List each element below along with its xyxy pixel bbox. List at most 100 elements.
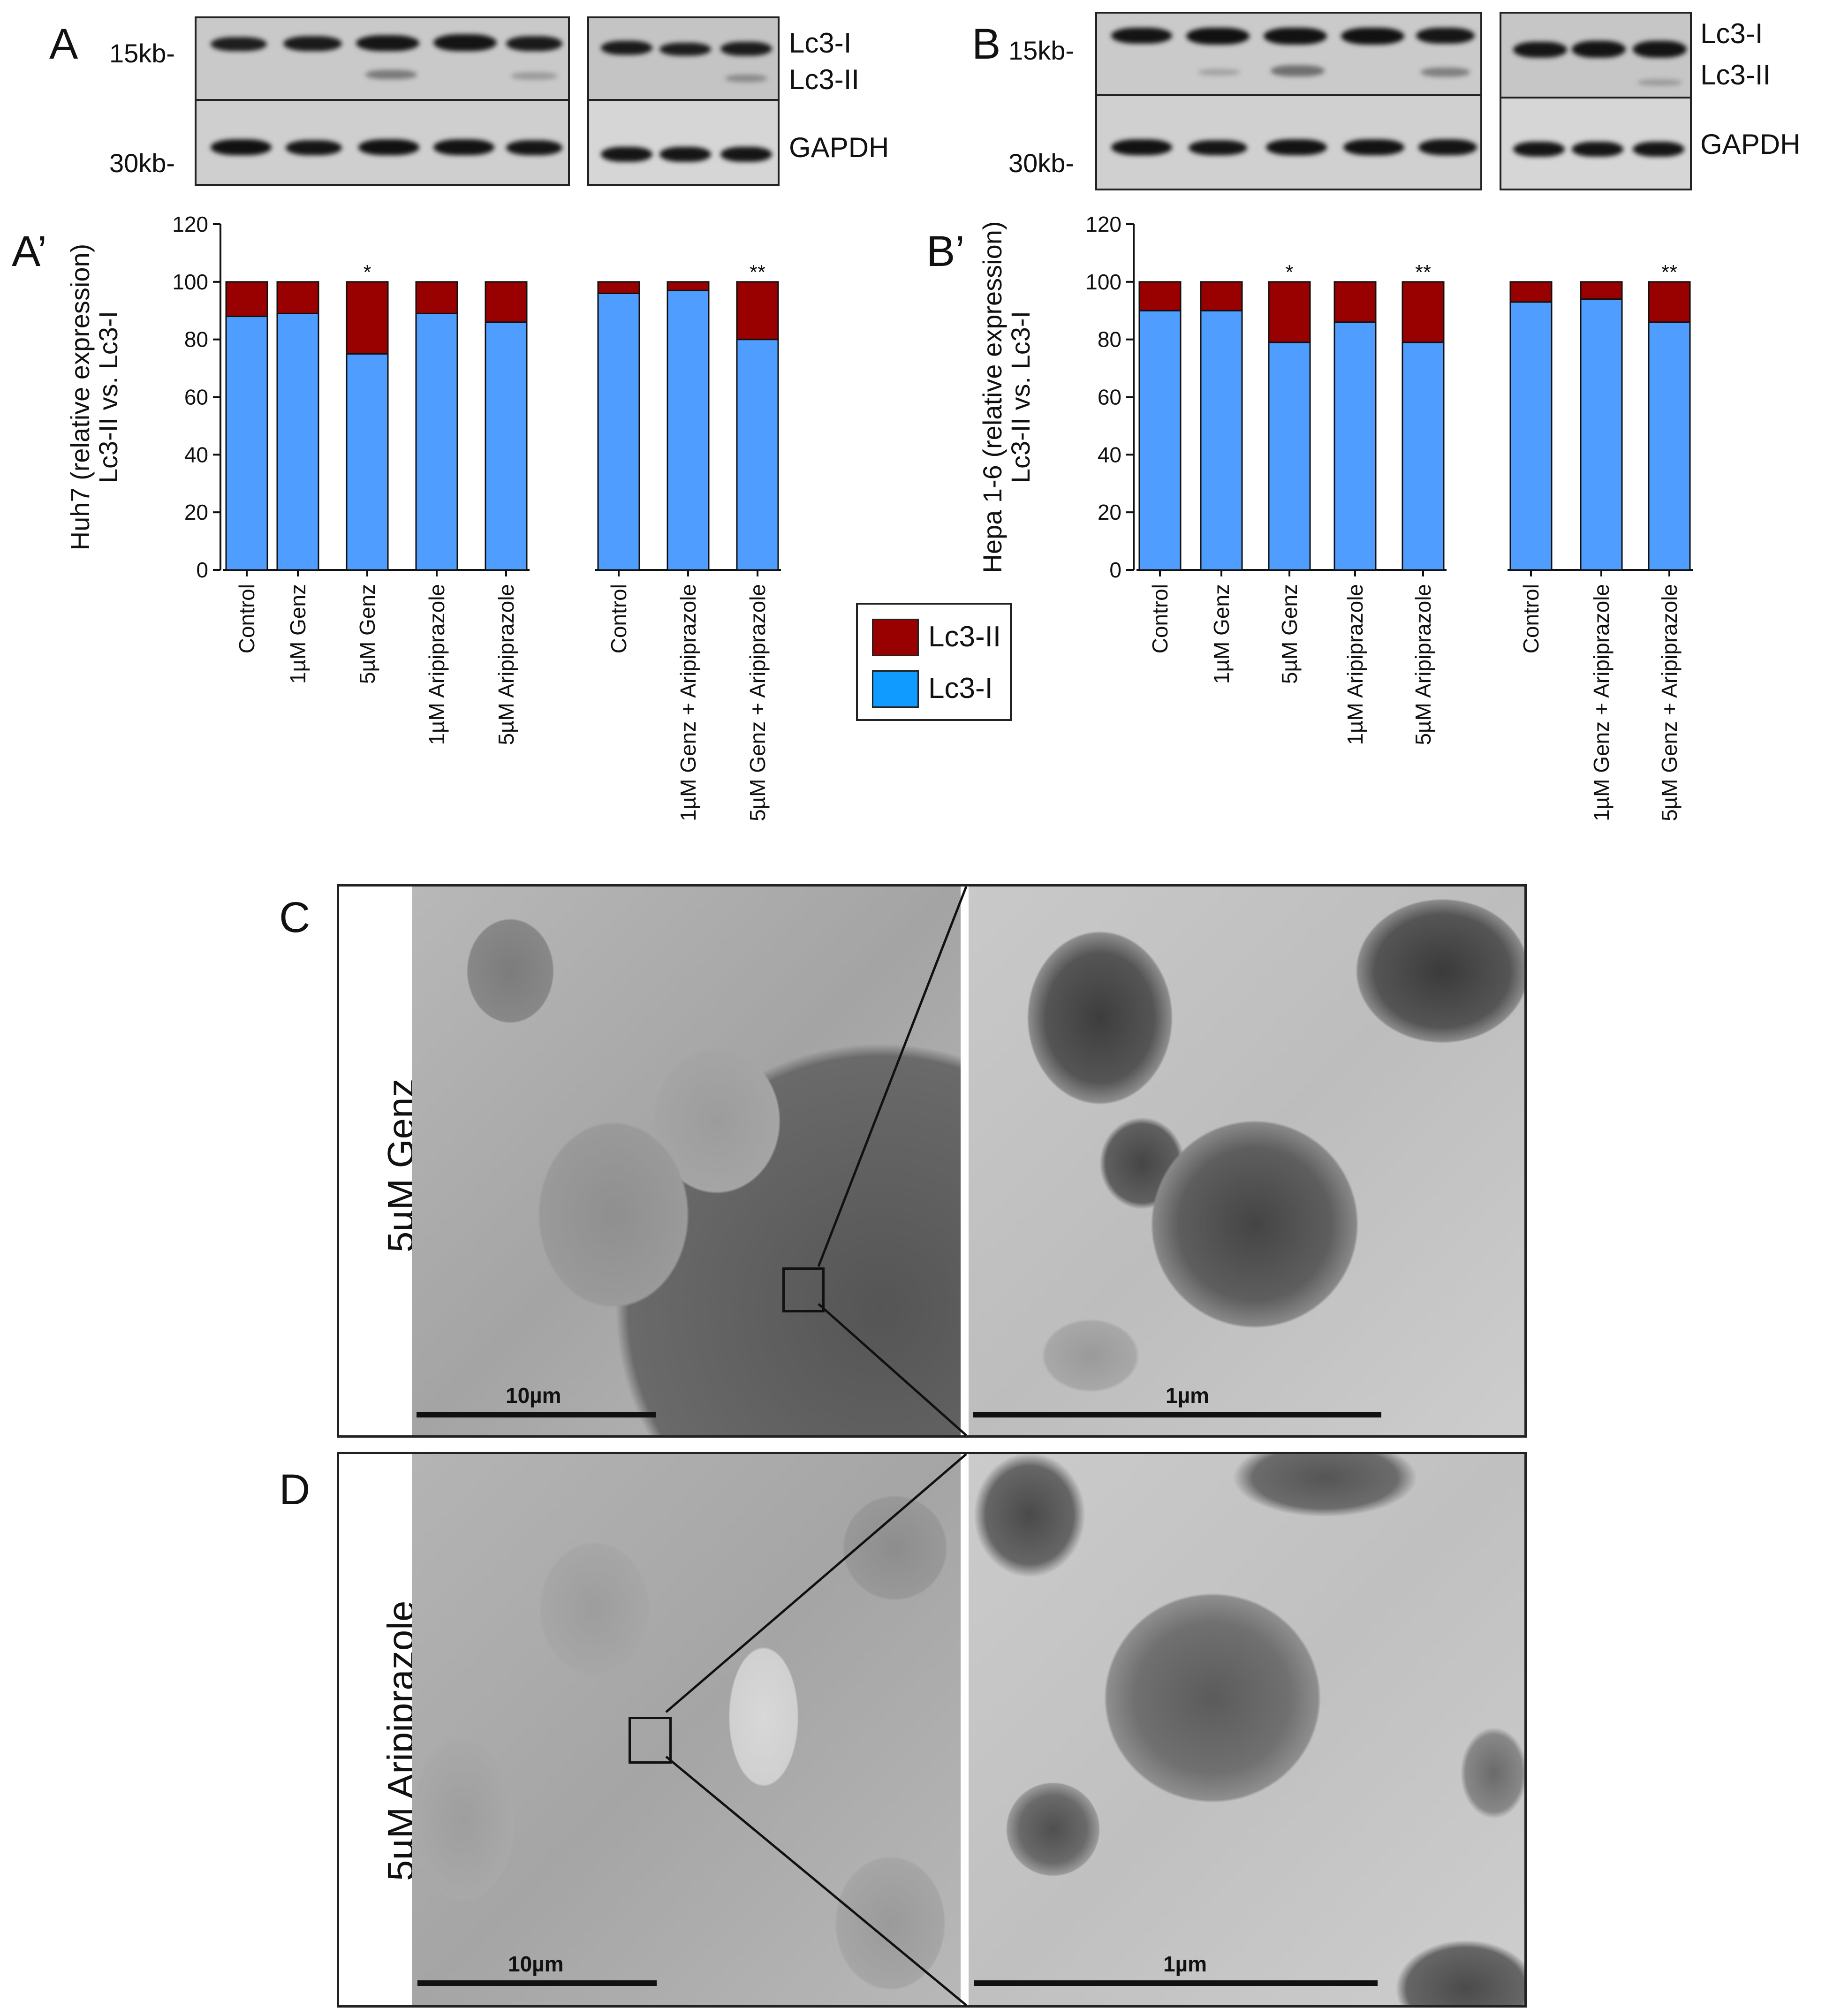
bar-lc3i <box>1509 301 1553 571</box>
band-lc3ii <box>511 72 558 80</box>
x-category-label: Control <box>1519 584 1543 653</box>
band-gapdh <box>358 139 419 155</box>
x-category-label: 5µM Genz <box>355 584 379 684</box>
zoom-line-c-bottom <box>818 1303 967 1436</box>
x-category-label: 5µM Genz + Aripiprazole <box>1657 584 1682 821</box>
protein-label-gapdh-a: GAPDH <box>789 132 889 163</box>
bar-lc3ii <box>1648 281 1691 323</box>
y-tick-label: 60 <box>184 385 208 409</box>
em-image-c-low-mag: 10µm <box>412 887 961 1435</box>
band-lc3i <box>1264 28 1327 45</box>
bar-lc3ii <box>1138 281 1182 311</box>
mw-marker-15kb-a: 15kb- <box>109 38 175 68</box>
x-category-label: 5µM Aripiprazole <box>1411 584 1435 745</box>
panel-label-c: C <box>279 894 311 941</box>
x-category-label: 1µM Genz + Aripiprazole <box>1589 584 1614 821</box>
significance-marker: * <box>1285 261 1293 284</box>
mw-marker-30kb-a: 30kb- <box>109 148 175 178</box>
blot-gapdh-b-right <box>1500 97 1692 190</box>
band-gapdh <box>1418 139 1477 155</box>
em-image-d-low-mag: 10µm <box>412 1454 961 2005</box>
y-axis-title: Lc3-II vs. Lc3-I <box>1006 311 1035 483</box>
band-gapdh <box>601 147 652 162</box>
protein-label-lc3ii-b: Lc3-II <box>1700 59 1771 91</box>
em-panel-c: 5µM Genz 10µm 1µm <box>337 884 1527 1438</box>
x-category-label: 5µM Genz <box>1277 584 1302 684</box>
em-image-c-high-mag: 1µm <box>969 887 1524 1435</box>
protein-label-lc3i-b: Lc3-I <box>1700 18 1763 49</box>
bar-lc3ii <box>1268 281 1311 343</box>
y-axis-title: Lc3-II vs. Lc3-I <box>93 311 123 483</box>
band-gapdh <box>1633 142 1684 157</box>
y-tick-label: 40 <box>184 442 208 467</box>
band-lc3ii <box>725 75 767 82</box>
band-gapdh <box>506 140 562 155</box>
significance-marker: ** <box>1661 261 1677 284</box>
band-lc3ii <box>1198 69 1240 76</box>
panel-label-a-prime: A’ <box>12 227 47 275</box>
bar-lc3ii <box>1200 281 1243 311</box>
y-tick-label: 120 <box>172 212 208 236</box>
band-lc3i <box>506 36 562 51</box>
zoom-box-c <box>782 1267 825 1312</box>
x-category-label: 1µM Aripiprazole <box>1343 584 1367 745</box>
bar-lc3i <box>276 312 319 571</box>
band-gapdh <box>1111 139 1172 155</box>
blot-lc3-b-left <box>1095 12 1482 96</box>
band-gapdh <box>211 139 272 155</box>
scale-label-10um-d: 10µm <box>508 1952 564 1976</box>
x-category-label: 1µM Genz <box>286 584 310 684</box>
x-category-label: Control <box>235 584 259 653</box>
bar-lc3ii <box>1509 281 1553 303</box>
divider-c <box>963 887 967 1435</box>
bar-lc3i <box>1648 321 1691 571</box>
legend-label-lc3ii: Lc3-II <box>928 621 1001 653</box>
legend-swatch-lc3i <box>872 670 919 708</box>
y-tick-label: 100 <box>172 270 208 294</box>
scale-label-1um-d: 1µm <box>1163 1952 1207 1976</box>
bar-lc3ii <box>1334 281 1377 323</box>
band-lc3i <box>356 35 419 51</box>
y-tick-label: 0 <box>1109 558 1121 582</box>
em-image-d-high-mag: 1µm <box>969 1454 1524 2005</box>
band-gapdh <box>1572 142 1623 157</box>
y-tick-label: 60 <box>1098 385 1121 409</box>
bar-lc3ii <box>225 281 268 318</box>
band-gapdh <box>286 140 342 155</box>
bar-lc3ii <box>1402 281 1445 343</box>
scale-bar-10um-d <box>417 1980 657 1986</box>
scale-bar-10um-c <box>417 1412 656 1417</box>
bar-lc3i <box>736 339 779 571</box>
band-lc3ii <box>1271 65 1325 76</box>
band-lc3i <box>1513 42 1567 58</box>
em-panel-d: 5µM Aripiprazole 10µm 1µm <box>337 1452 1527 2008</box>
panel-label-b: B <box>972 20 1001 68</box>
band-lc3i <box>1111 28 1172 44</box>
significance-marker: * <box>363 261 371 284</box>
y-tick-label: 80 <box>184 327 208 352</box>
mw-marker-30kb-b: 30kb- <box>1008 148 1075 178</box>
bar-lc3i <box>346 353 389 571</box>
y-tick-label: 20 <box>184 500 208 524</box>
band-gapdh <box>433 139 494 155</box>
band-gapdh <box>1266 139 1327 155</box>
band-lc3i <box>1633 41 1687 58</box>
blot-gapdh-a-left <box>195 99 570 186</box>
protein-label-gapdh-b: GAPDH <box>1700 129 1801 160</box>
blot-gapdh-b-left <box>1095 94 1482 190</box>
protein-label-lc3ii-a: Lc3-II <box>789 64 860 95</box>
legend-label-lc3i: Lc3-I <box>928 672 993 705</box>
divider-d <box>963 1454 967 2005</box>
bar-lc3i <box>1580 298 1623 571</box>
bar-lc3ii <box>346 281 389 355</box>
y-axis-title: Huh7 (relative expression) <box>65 244 95 551</box>
mw-marker-15kb-b: 15kb- <box>1008 36 1075 65</box>
band-lc3i <box>659 43 711 56</box>
band-gapdh <box>720 147 772 162</box>
bar-lc3ii <box>1580 281 1623 300</box>
bar-lc3i <box>225 316 268 571</box>
panel-label-b-prime: B’ <box>926 227 965 275</box>
blot-lc3-a-right <box>587 16 780 101</box>
zoom-line-c-top <box>817 886 968 1267</box>
